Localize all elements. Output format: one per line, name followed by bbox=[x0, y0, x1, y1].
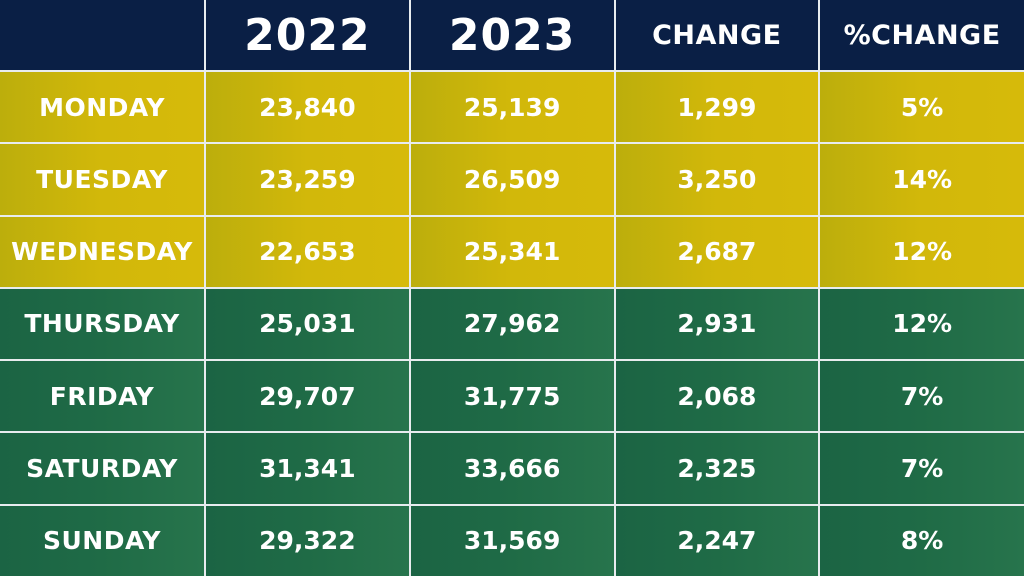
change-cell: 2,325 bbox=[613, 431, 821, 506]
table-row: TUESDAY 23,259 26,509 3,250 14% bbox=[0, 142, 1024, 217]
pct-change-cell: 8% bbox=[818, 503, 1024, 576]
day-cell: THURSDAY bbox=[0, 286, 206, 362]
value-2023: 27,962 bbox=[408, 286, 616, 362]
header-row: 2022 2023 CHANGE %CHANGE bbox=[0, 0, 1024, 72]
day-cell: SATURDAY bbox=[0, 431, 206, 506]
value-2023: 31,775 bbox=[408, 359, 616, 434]
value-2022: 29,322 bbox=[204, 503, 411, 576]
header-pct-change: %CHANGE bbox=[818, 0, 1024, 72]
table-row: FRIDAY 29,707 31,775 2,068 7% bbox=[0, 359, 1024, 434]
table-row: THURSDAY 25,031 27,962 2,931 12% bbox=[0, 286, 1024, 362]
table-row: SUNDAY 29,322 31,569 2,247 8% bbox=[0, 503, 1024, 576]
change-cell: 2,247 bbox=[613, 503, 821, 576]
header-2022: 2022 bbox=[204, 0, 411, 72]
pct-change-cell: 12% bbox=[818, 286, 1024, 362]
value-2022: 23,259 bbox=[204, 142, 411, 217]
table-row: SATURDAY 31,341 33,666 2,325 7% bbox=[0, 431, 1024, 506]
value-2022: 23,840 bbox=[204, 69, 411, 145]
change-cell: 1,299 bbox=[613, 69, 821, 145]
pct-change-cell: 7% bbox=[818, 359, 1024, 434]
value-2022: 29,707 bbox=[204, 359, 411, 434]
value-2023: 25,139 bbox=[408, 69, 616, 145]
pct-change-cell: 7% bbox=[818, 431, 1024, 506]
value-2022: 31,341 bbox=[204, 431, 411, 506]
pct-change-cell: 12% bbox=[818, 214, 1024, 289]
day-cell: TUESDAY bbox=[0, 142, 206, 217]
header-blank bbox=[0, 0, 206, 72]
table-row: WEDNESDAY 22,653 25,341 2,687 12% bbox=[0, 214, 1024, 289]
pct-change-cell: 14% bbox=[818, 142, 1024, 217]
table-row: MONDAY 23,840 25,139 1,299 5% bbox=[0, 69, 1024, 145]
day-cell: MONDAY bbox=[0, 69, 206, 145]
value-2023: 25,341 bbox=[408, 214, 616, 289]
change-cell: 2,931 bbox=[613, 286, 821, 362]
change-cell: 2,687 bbox=[613, 214, 821, 289]
value-2023: 26,509 bbox=[408, 142, 616, 217]
value-2022: 25,031 bbox=[204, 286, 411, 362]
change-cell: 3,250 bbox=[613, 142, 821, 217]
header-2023: 2023 bbox=[408, 0, 616, 72]
value-2023: 33,666 bbox=[408, 431, 616, 506]
day-cell: SUNDAY bbox=[0, 503, 206, 576]
value-2022: 22,653 bbox=[204, 214, 411, 289]
pct-change-cell: 5% bbox=[818, 69, 1024, 145]
header-change: CHANGE bbox=[613, 0, 821, 72]
value-2023: 31,569 bbox=[408, 503, 616, 576]
day-cell: WEDNESDAY bbox=[0, 214, 206, 289]
day-cell: FRIDAY bbox=[0, 359, 206, 434]
change-cell: 2,068 bbox=[613, 359, 821, 434]
